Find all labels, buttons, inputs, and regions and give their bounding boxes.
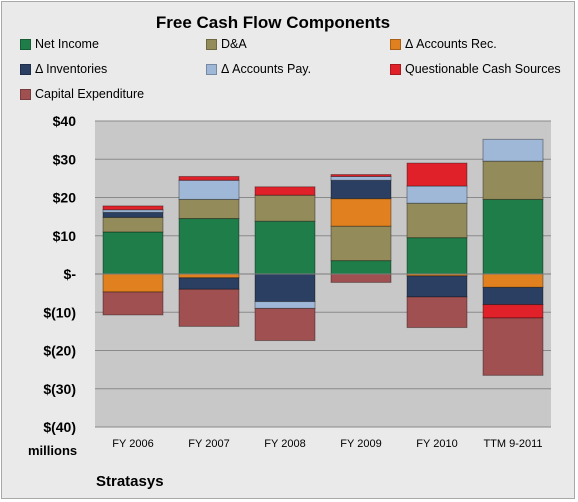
- bar-segment: [482, 304, 544, 319]
- y-tick-label: $20: [53, 190, 77, 206]
- y-tick-label: $-: [64, 266, 77, 282]
- legend-label: Capital Expenditure: [35, 87, 145, 101]
- bar-segment: [406, 202, 468, 239]
- legend-swatch: [20, 38, 31, 50]
- bar-segment: [406, 185, 468, 204]
- legend-swatch: [390, 63, 401, 75]
- bar-segment: [330, 260, 392, 275]
- legend-item: Net Income: [20, 37, 99, 51]
- bar-segment: [102, 205, 164, 211]
- bar-segment: [102, 211, 164, 218]
- bar-segment: [406, 275, 468, 298]
- bar-segment: [102, 209, 164, 213]
- legend-swatch: [20, 88, 31, 100]
- legend-item: Δ Accounts Pay.: [206, 62, 311, 76]
- legend-item: Δ Inventories: [20, 62, 107, 76]
- legend-label: Δ Inventories: [35, 62, 108, 76]
- bar-segment: [482, 138, 544, 162]
- bar-segment: [178, 218, 240, 275]
- bar-segment: [330, 175, 392, 181]
- x-tick-label: FY 2008: [264, 438, 305, 450]
- bar-segment: [254, 220, 316, 275]
- legend-label: D&A: [221, 37, 247, 51]
- bar-segment: [178, 273, 240, 279]
- bar-segment: [330, 198, 392, 227]
- units-label: millions: [28, 443, 78, 458]
- legend-swatch: [206, 63, 217, 75]
- bar-segment: [482, 160, 544, 200]
- legend-item: Capital Expenditure: [20, 87, 144, 101]
- y-tick-label: $(40): [43, 419, 76, 435]
- x-tick-label: FY 2010: [416, 438, 457, 450]
- bar-segment: [102, 273, 164, 293]
- y-tick-label: $40: [53, 113, 77, 129]
- bar-segment: [102, 231, 164, 275]
- bar-segment: [254, 194, 316, 222]
- legend-label: Questionable Cash Sources: [405, 62, 561, 76]
- x-tick-label: FY 2006: [112, 438, 153, 450]
- bar-segment: [178, 277, 240, 290]
- bar-segment: [330, 225, 392, 262]
- bar-segment: [406, 237, 468, 275]
- y-tick-label: $10: [53, 228, 77, 244]
- y-tick-label: $(20): [43, 343, 76, 359]
- legend-label: Δ Accounts Rec.: [405, 37, 497, 51]
- bar-segment: [254, 301, 316, 309]
- y-tick-label: $(30): [43, 381, 76, 397]
- x-tick-label: FY 2009: [340, 438, 381, 450]
- bar-segment: [482, 286, 544, 306]
- y-tick-label: $30: [53, 151, 77, 167]
- bar-segment: [254, 273, 316, 303]
- legend-swatch: [20, 63, 31, 75]
- bar-segment: [406, 162, 468, 187]
- legend-item: Questionable Cash Sources: [390, 62, 561, 76]
- bar-segment: [482, 198, 544, 275]
- bar-segment: [178, 179, 240, 200]
- bar-segment: [102, 291, 164, 316]
- bar-segment: [482, 317, 544, 376]
- bar-segment: [178, 198, 240, 220]
- legend-item: Δ Accounts Rec.: [390, 37, 497, 51]
- x-tick-label: FY 2007: [188, 438, 229, 450]
- legend-swatch: [390, 38, 401, 50]
- bar-segment: [482, 273, 544, 288]
- bar-segment: [330, 179, 392, 200]
- company-label: Stratasys: [96, 473, 164, 490]
- legend-label: Δ Accounts Pay.: [221, 62, 312, 76]
- legend-label: Net Income: [35, 37, 99, 51]
- y-tick-label: $(10): [43, 304, 76, 320]
- bar-segment: [330, 273, 392, 283]
- chart-title: Free Cash Flow Components: [155, 13, 391, 32]
- bar-segment: [254, 186, 316, 196]
- bar-segment: [254, 307, 316, 342]
- bar-segment: [406, 296, 468, 329]
- bar-segment: [178, 288, 240, 327]
- bar-segment: [178, 175, 240, 181]
- x-tick-label: TTM 9-2011: [483, 438, 542, 450]
- legend-swatch: [206, 38, 217, 50]
- bar-segment: [330, 174, 392, 177]
- bar-segment: [102, 216, 164, 233]
- legend-item: D&A: [206, 37, 247, 51]
